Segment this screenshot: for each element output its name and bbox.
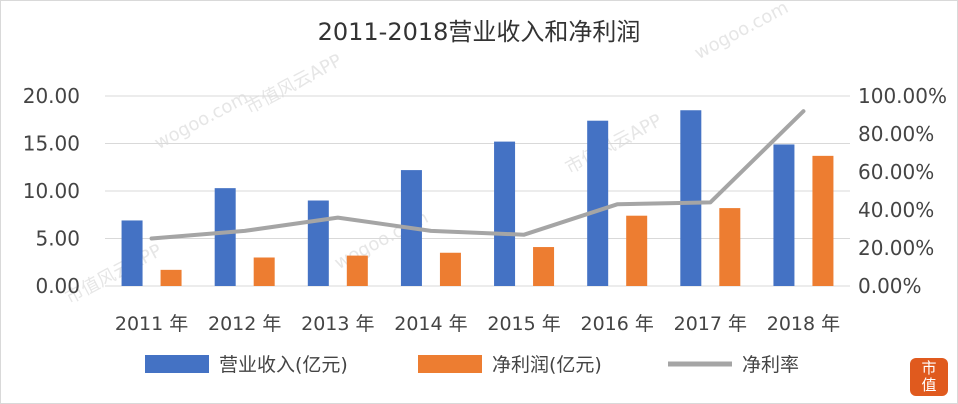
bar-net-profit: [626, 215, 648, 286]
line-net-margin: [149, 109, 806, 241]
x-tick-label: 2013 年: [301, 313, 374, 335]
legend-label: 净利率: [742, 354, 799, 376]
bar-net-profit: [160, 269, 182, 286]
legend-swatch: [418, 355, 482, 373]
brand-logo-text: 值: [921, 376, 937, 394]
brand-logo: 市 值: [910, 358, 948, 396]
x-tick-label: 2017 年: [674, 313, 747, 335]
y-right-tick-label: 100.00%: [858, 84, 947, 108]
bar-revenue: [680, 110, 702, 286]
bar-revenue: [307, 200, 329, 286]
bar-net-profit: [253, 257, 275, 286]
x-tick-label: 2012 年: [208, 313, 281, 335]
y-right-tick-label: 80.00%: [858, 122, 934, 146]
y-left-tick-label: 10.00: [23, 179, 80, 203]
y-left-tick-label: 0.00: [35, 274, 80, 298]
x-tick-label: 2011 年: [115, 313, 188, 335]
bar-net-profit: [346, 255, 368, 286]
bar-net-profit: [719, 208, 741, 286]
bar-revenue: [587, 120, 609, 286]
bar-revenue: [773, 144, 795, 286]
y-right-tick-label: 20.00%: [858, 236, 934, 260]
bar-revenue: [214, 188, 236, 286]
bar-net-profit: [533, 247, 555, 286]
y-left-tick-label: 20.00: [23, 84, 80, 108]
y-left-tick-label: 15.00: [23, 132, 80, 156]
x-tick-label: 2014 年: [394, 313, 467, 335]
x-tick-label: 2016 年: [580, 313, 653, 335]
chart-title: 2011-2018营业收入和净利润: [317, 18, 641, 46]
bar-net-profit: [812, 155, 834, 286]
legend-swatch: [145, 355, 209, 373]
legend-label: 营业收入(亿元): [219, 354, 348, 376]
x-tick-label: 2018 年: [767, 313, 840, 335]
bar-net-profit: [439, 252, 461, 286]
y-right-tick-label: 40.00%: [858, 198, 934, 222]
legend-label: 净利润(亿元): [492, 354, 602, 376]
bar-revenue: [494, 141, 516, 286]
y-right-tick-label: 0.00%: [858, 274, 922, 298]
y-right-tick-label: 60.00%: [858, 160, 934, 184]
x-tick-label: 2015 年: [487, 313, 560, 335]
bar-revenue: [121, 220, 143, 286]
brand-logo-text: 市: [921, 359, 937, 377]
y-left-tick-label: 5.00: [35, 227, 80, 251]
